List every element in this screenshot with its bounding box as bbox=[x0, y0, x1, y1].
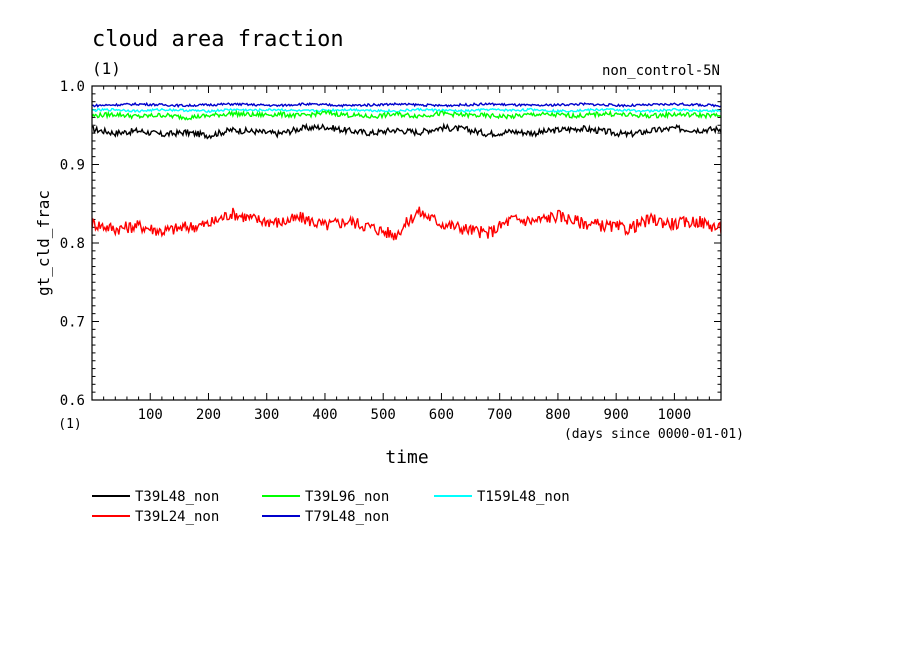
x-tick-label: 800 bbox=[545, 407, 570, 423]
x-axis-label: time bbox=[385, 447, 428, 468]
y-tick-label: 0.9 bbox=[60, 158, 85, 174]
chart-subtitle: (1) bbox=[92, 59, 121, 78]
x-tick-label: 100 bbox=[138, 407, 163, 423]
x-tick-label: 1000 bbox=[658, 407, 692, 423]
y-tick-label: 0.7 bbox=[60, 315, 85, 331]
experiment-label: non_control-5N bbox=[602, 63, 720, 79]
legend-label: T39L24_non bbox=[135, 509, 219, 525]
y-tick-label: 0.8 bbox=[60, 236, 85, 252]
series-line-T159L48_non bbox=[92, 107, 721, 114]
axis-ticks: 100 200 300 400 500 600 700 800 900 1000 0.6 0.7 0.8… bbox=[60, 79, 721, 423]
series-line-T39L48_non bbox=[92, 122, 721, 140]
legend: T39L48_non T39L24_non T39L96_non T79L48_non… bbox=[92, 489, 570, 525]
x-tick-label: 700 bbox=[487, 407, 512, 423]
legend-label: T39L96_non bbox=[305, 489, 389, 505]
series-line-T79L48_non bbox=[92, 101, 721, 108]
x-tick-label: 600 bbox=[429, 407, 454, 423]
legend-label: T159L48_non bbox=[477, 489, 570, 505]
x-tick-label: 400 bbox=[312, 407, 337, 423]
x-tick-label: 900 bbox=[604, 407, 629, 423]
data-series bbox=[92, 101, 721, 241]
x-tick-label: 500 bbox=[371, 407, 396, 423]
legend-label: T79L48_non bbox=[305, 509, 389, 525]
plot-frame bbox=[91, 85, 722, 401]
y-tick-label: 1.0 bbox=[60, 79, 85, 95]
x-tick-label: 300 bbox=[254, 407, 279, 423]
y-tick-label: 0.6 bbox=[60, 393, 85, 409]
x-tick-label: 200 bbox=[196, 407, 221, 423]
y-units: (1) bbox=[58, 417, 81, 432]
x-units: (days since 0000-01-01) bbox=[564, 427, 744, 442]
series-line-T39L24_non bbox=[92, 206, 721, 241]
legend-label: T39L48_non bbox=[135, 489, 219, 505]
chart-title: cloud area fraction bbox=[92, 27, 344, 52]
series-line-T39L96_non bbox=[92, 109, 721, 121]
y-axis-label: gt_cld_frac bbox=[34, 190, 53, 296]
